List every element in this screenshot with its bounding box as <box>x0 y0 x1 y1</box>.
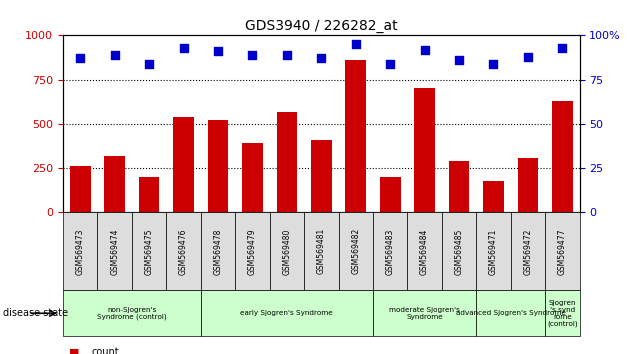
Point <box>248 52 258 58</box>
Text: GSM569481: GSM569481 <box>317 228 326 274</box>
Text: GSM569477: GSM569477 <box>558 228 567 275</box>
Bar <box>552 101 573 212</box>
Text: GSM569471: GSM569471 <box>489 228 498 275</box>
Text: GSM569475: GSM569475 <box>145 228 154 275</box>
Text: advanced Sjogren's Syndrome: advanced Sjogren's Syndrome <box>455 310 566 316</box>
Text: disease state: disease state <box>3 308 68 318</box>
Text: early Sjogren's Syndrome: early Sjogren's Syndrome <box>241 310 333 316</box>
Point <box>144 61 154 67</box>
Text: GSM569483: GSM569483 <box>386 228 394 275</box>
Bar <box>518 158 538 212</box>
Text: non-Sjogren's
Syndrome (control): non-Sjogren's Syndrome (control) <box>97 307 167 320</box>
Point <box>282 52 292 58</box>
Text: count: count <box>91 347 119 354</box>
Point <box>110 52 120 58</box>
Bar <box>483 181 504 212</box>
Text: GSM569473: GSM569473 <box>76 228 84 275</box>
Text: GSM569474: GSM569474 <box>110 228 119 275</box>
Text: GSM569480: GSM569480 <box>282 228 291 275</box>
Bar <box>139 177 159 212</box>
Point <box>454 57 464 63</box>
Bar <box>449 161 469 212</box>
Bar <box>380 177 401 212</box>
Point <box>351 41 361 47</box>
Point <box>178 45 188 51</box>
Bar <box>105 156 125 212</box>
Point <box>75 56 85 61</box>
Point <box>385 61 395 67</box>
Point <box>488 61 498 67</box>
Text: ■: ■ <box>69 347 80 354</box>
Bar <box>70 166 91 212</box>
Text: Sjogren
's synd
rome
(control): Sjogren 's synd rome (control) <box>547 299 578 327</box>
Point <box>558 45 568 51</box>
Text: GSM569476: GSM569476 <box>179 228 188 275</box>
Bar <box>311 140 331 212</box>
Point <box>420 47 430 52</box>
Text: moderate Sjogren's
Syndrome: moderate Sjogren's Syndrome <box>389 307 460 320</box>
Bar <box>415 88 435 212</box>
Text: GSM569482: GSM569482 <box>352 228 360 274</box>
Text: GSM569478: GSM569478 <box>214 228 222 275</box>
Bar <box>345 60 366 212</box>
Text: GSM569484: GSM569484 <box>420 228 429 275</box>
Point <box>316 56 326 61</box>
Text: GSM569485: GSM569485 <box>455 228 464 275</box>
Bar <box>277 112 297 212</box>
Title: GDS3940 / 226282_at: GDS3940 / 226282_at <box>245 19 398 33</box>
Bar <box>208 120 228 212</box>
Text: GSM569479: GSM569479 <box>248 228 257 275</box>
Point <box>523 54 533 59</box>
Point <box>213 48 223 54</box>
Bar <box>242 143 263 212</box>
Bar <box>173 117 194 212</box>
Text: GSM569472: GSM569472 <box>524 228 532 275</box>
